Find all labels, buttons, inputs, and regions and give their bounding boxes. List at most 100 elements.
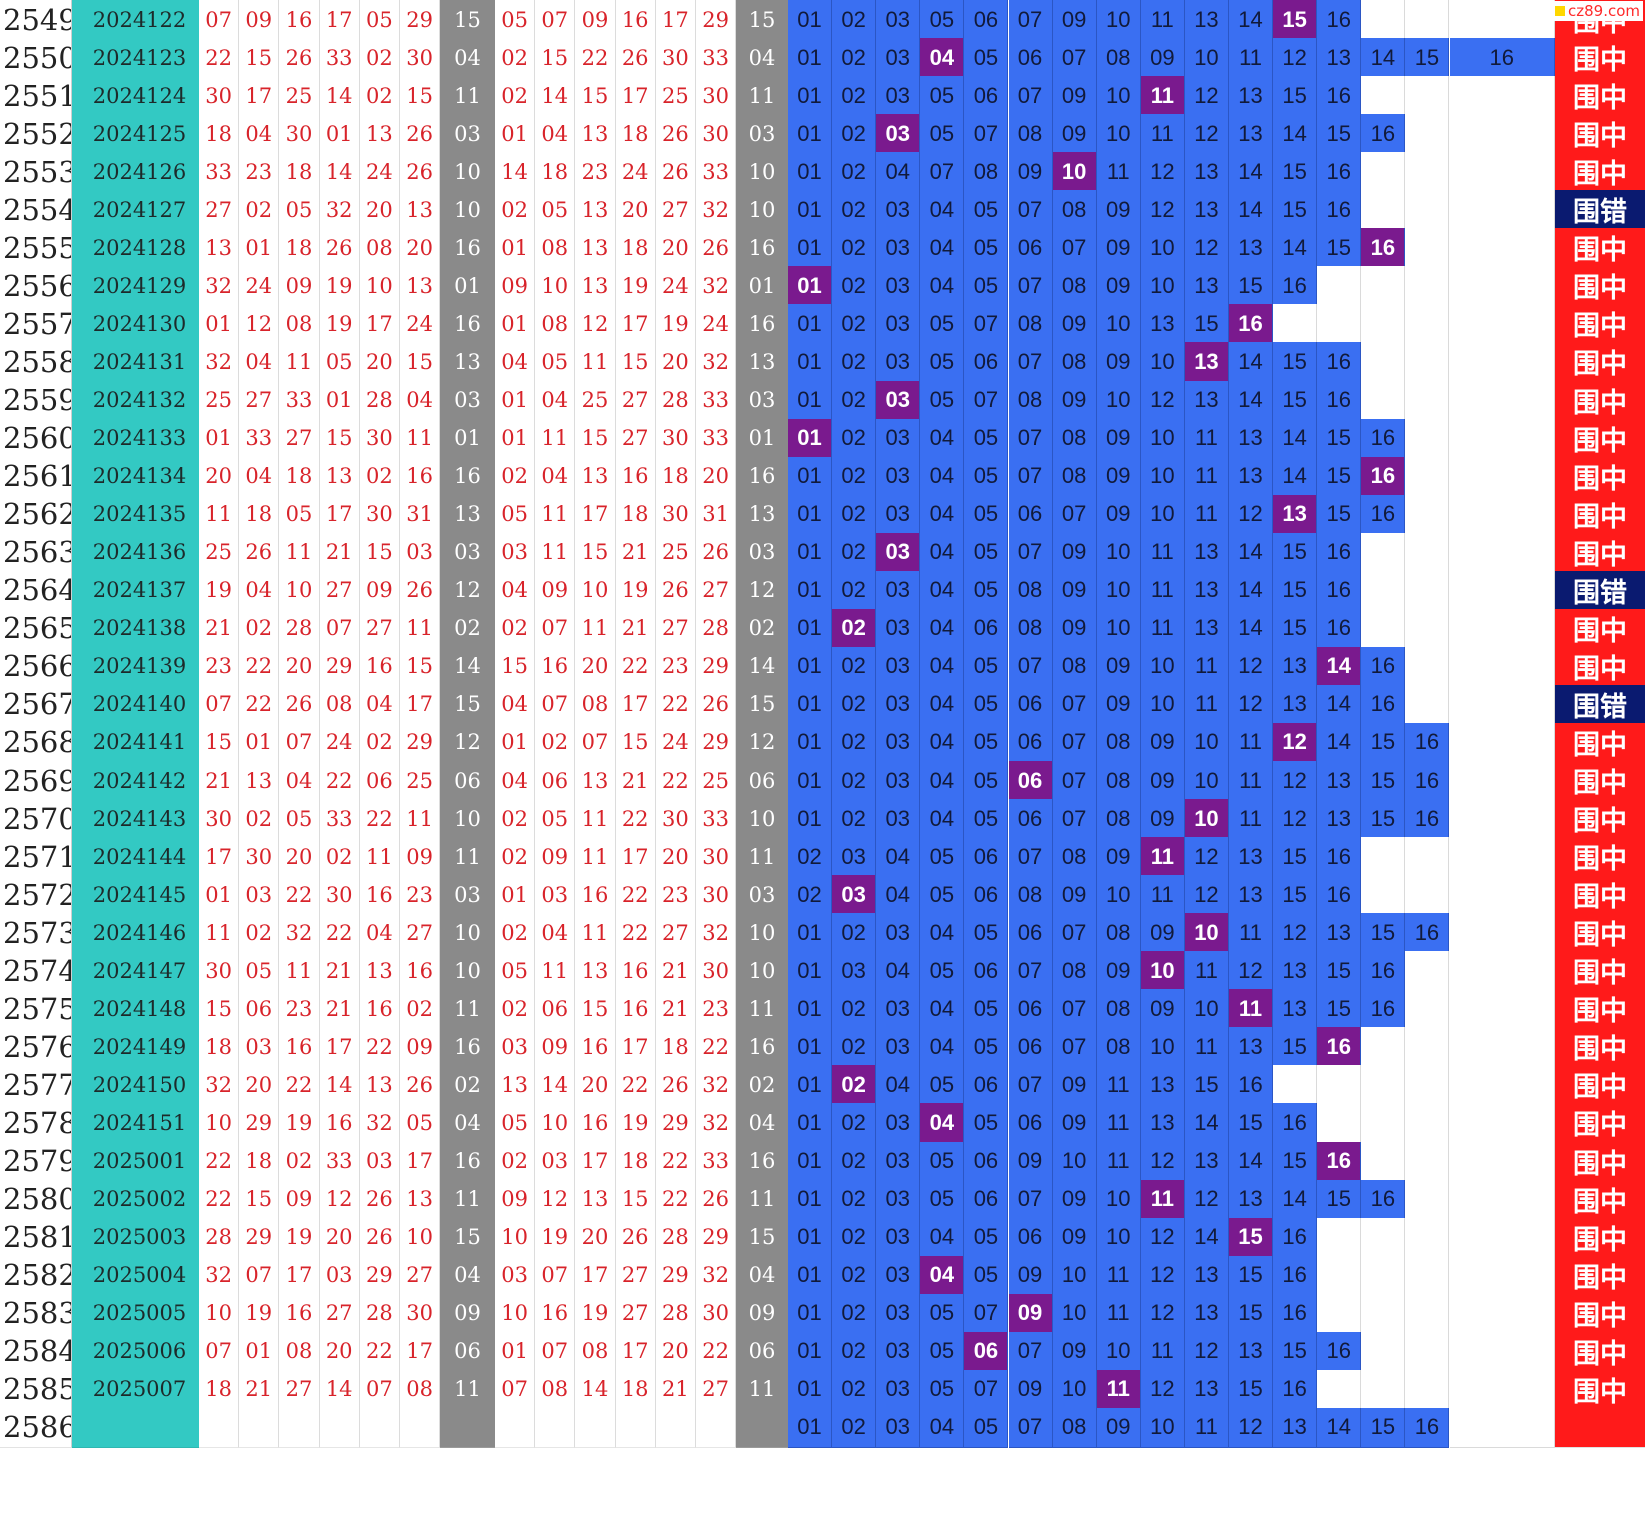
sorted-number-cell: 30 [696,1293,737,1334]
period-cell: 2025005 [72,1293,207,1334]
empty-cell [1405,875,1450,916]
pick-number-cell: 01 [788,951,833,992]
pick-number-cell: 03 [876,608,921,649]
draw-number-cell: 10 [199,1293,240,1334]
draw-number-cell: 07 [359,1369,400,1410]
pick-number-cell: 13 [1317,38,1362,79]
pick-number-cell: 05 [964,1407,1009,1448]
pick-number-cell: 13 [1184,266,1229,307]
table-row: 2562 2024135 11 18 05 17 30 31 13 05 11 17 18 30 31 13 0… [0,494,1645,535]
draw-number-cell: 25 [199,380,240,421]
sorted-number-cell: 09 [495,266,536,307]
draw-number-cell: 19 [279,1103,320,1144]
draw-number-cell: 15 [400,76,441,117]
draw-number-cell: 29 [400,0,441,40]
sorted-number-cell: 26 [655,1065,696,1106]
pick-number-cell: 11 [1184,418,1229,459]
draw-number-cell: 22 [279,875,320,916]
sorted-number-cell: 14 [535,1065,576,1106]
pick-number-cell: 04 [920,1407,965,1448]
pick-number-cell: 02 [832,1217,877,1258]
pick-number-cell: 13 [1229,875,1274,916]
draw-number-cell: 11 [199,913,240,954]
blue-ball-cell: 16 [736,1141,788,1182]
row-number: 2577 [0,1065,72,1106]
site-watermark: cz89.com [1547,1,1643,21]
draw-number-cell: 16 [279,1027,320,1068]
empty-cell [1405,608,1450,649]
pick-number-cell: 11 [1096,1255,1141,1296]
sorted-number-cell: 28 [655,1293,696,1334]
pick-number-cell: 16 [1229,1065,1274,1106]
pick-hit-cell: 01 [788,418,833,459]
draw-number-cell: 22 [279,1065,320,1106]
period-cell: 2025001 [72,1141,207,1182]
result-badge-hit: 围中 [1555,418,1645,459]
draw-number-cell: 17 [279,1255,320,1296]
pick-number-cell: 03 [876,0,921,40]
draw-number-cell: 13 [359,1065,400,1106]
empty-cell [1405,989,1450,1030]
draw-number-cell: 15 [239,1179,280,1220]
period-cell: 2024139 [72,646,207,687]
pick-number-cell: 04 [920,722,965,763]
pick-number-cell: 08 [1052,951,1097,992]
sorted-number-cell: 30 [696,951,737,992]
sorted-number-cell: 15 [615,342,656,383]
sorted-number-cell: 26 [655,152,696,193]
pick-number-cell: 05 [964,1217,1009,1258]
empty-cell [1405,418,1450,459]
pick-number-cell: 12 [1229,684,1274,725]
pick-hit-cell: 14 [1317,646,1362,687]
pick-number-cell: 03 [876,1331,921,1372]
pick-number-cell: 16 [1273,1103,1318,1144]
empty-cell [1405,1103,1450,1144]
sorted-number-cell: 27 [696,570,737,611]
pick-hit-cell: 16 [1361,456,1406,497]
pick-number-cell: 05 [964,532,1009,573]
sorted-number-cell: 04 [495,684,536,725]
pick-hit-cell: 03 [832,875,877,916]
draw-number-cell: 13 [359,951,400,992]
pick-number-cell: 03 [876,989,921,1030]
pick-number-cell: 15 [1273,342,1318,383]
pick-number-cell: 07 [1052,761,1097,801]
pick-number-cell: 01 [788,761,833,801]
pick-number-cell: 02 [832,989,877,1030]
pick-number-cell: 11 [1184,1027,1229,1068]
pick-number-cell: 08 [1052,456,1097,497]
pick-number-cell: 14 [1273,418,1318,459]
pick-number-cell: 11 [1140,114,1185,155]
pick-number-cell: 06 [1008,684,1053,725]
empty-cell [1361,875,1406,916]
empty-cell [1361,1217,1406,1258]
empty-cell [1273,1065,1318,1106]
blue-ball-cell: 13 [736,494,788,535]
table-row: 2586 01 02 03 04 05 07 08 09 10 11 12 13 14 15 16 [0,1407,1645,1448]
blue-ball-cell: 09 [736,1293,788,1334]
pick-number-cell: 16 [1317,837,1362,878]
pick-number-cell: 13 [1229,418,1274,459]
draw-number-cell: 16 [400,951,441,992]
sorted-number-cell: 07 [575,722,616,763]
sorted-number-cell: 11 [535,532,576,573]
sorted-number-cell: 32 [696,1103,737,1144]
pick-number-cell: 03 [876,418,921,459]
draw-number-cell: 04 [279,761,320,801]
blue-ball-cell: 16 [736,1027,788,1068]
table-row: 2555 2024128 13 01 18 26 08 20 16 01 08 13 18 20 26 16 0… [0,228,1645,269]
result-badge-hit: 围中 [1555,1179,1645,1220]
pick-number-cell: 09 [1052,114,1097,155]
pick-number-cell: 03 [876,1407,921,1448]
pick-hit-cell: 11 [1140,76,1185,117]
pick-number-cell: 14 [1229,0,1274,40]
empty-cell [1449,1065,1555,1106]
draw-number-cell: 11 [279,342,320,383]
pick-number-cell: 16 [1317,380,1362,421]
sorted-number-cell: 14 [575,1369,616,1410]
pick-number-cell: 04 [920,1217,965,1258]
sorted-number-cell: 03 [495,1255,536,1296]
sorted-number-cell: 27 [615,1293,656,1334]
sorted-number-cell: 13 [495,1065,536,1106]
pick-number-cell: 16 [1449,38,1555,79]
